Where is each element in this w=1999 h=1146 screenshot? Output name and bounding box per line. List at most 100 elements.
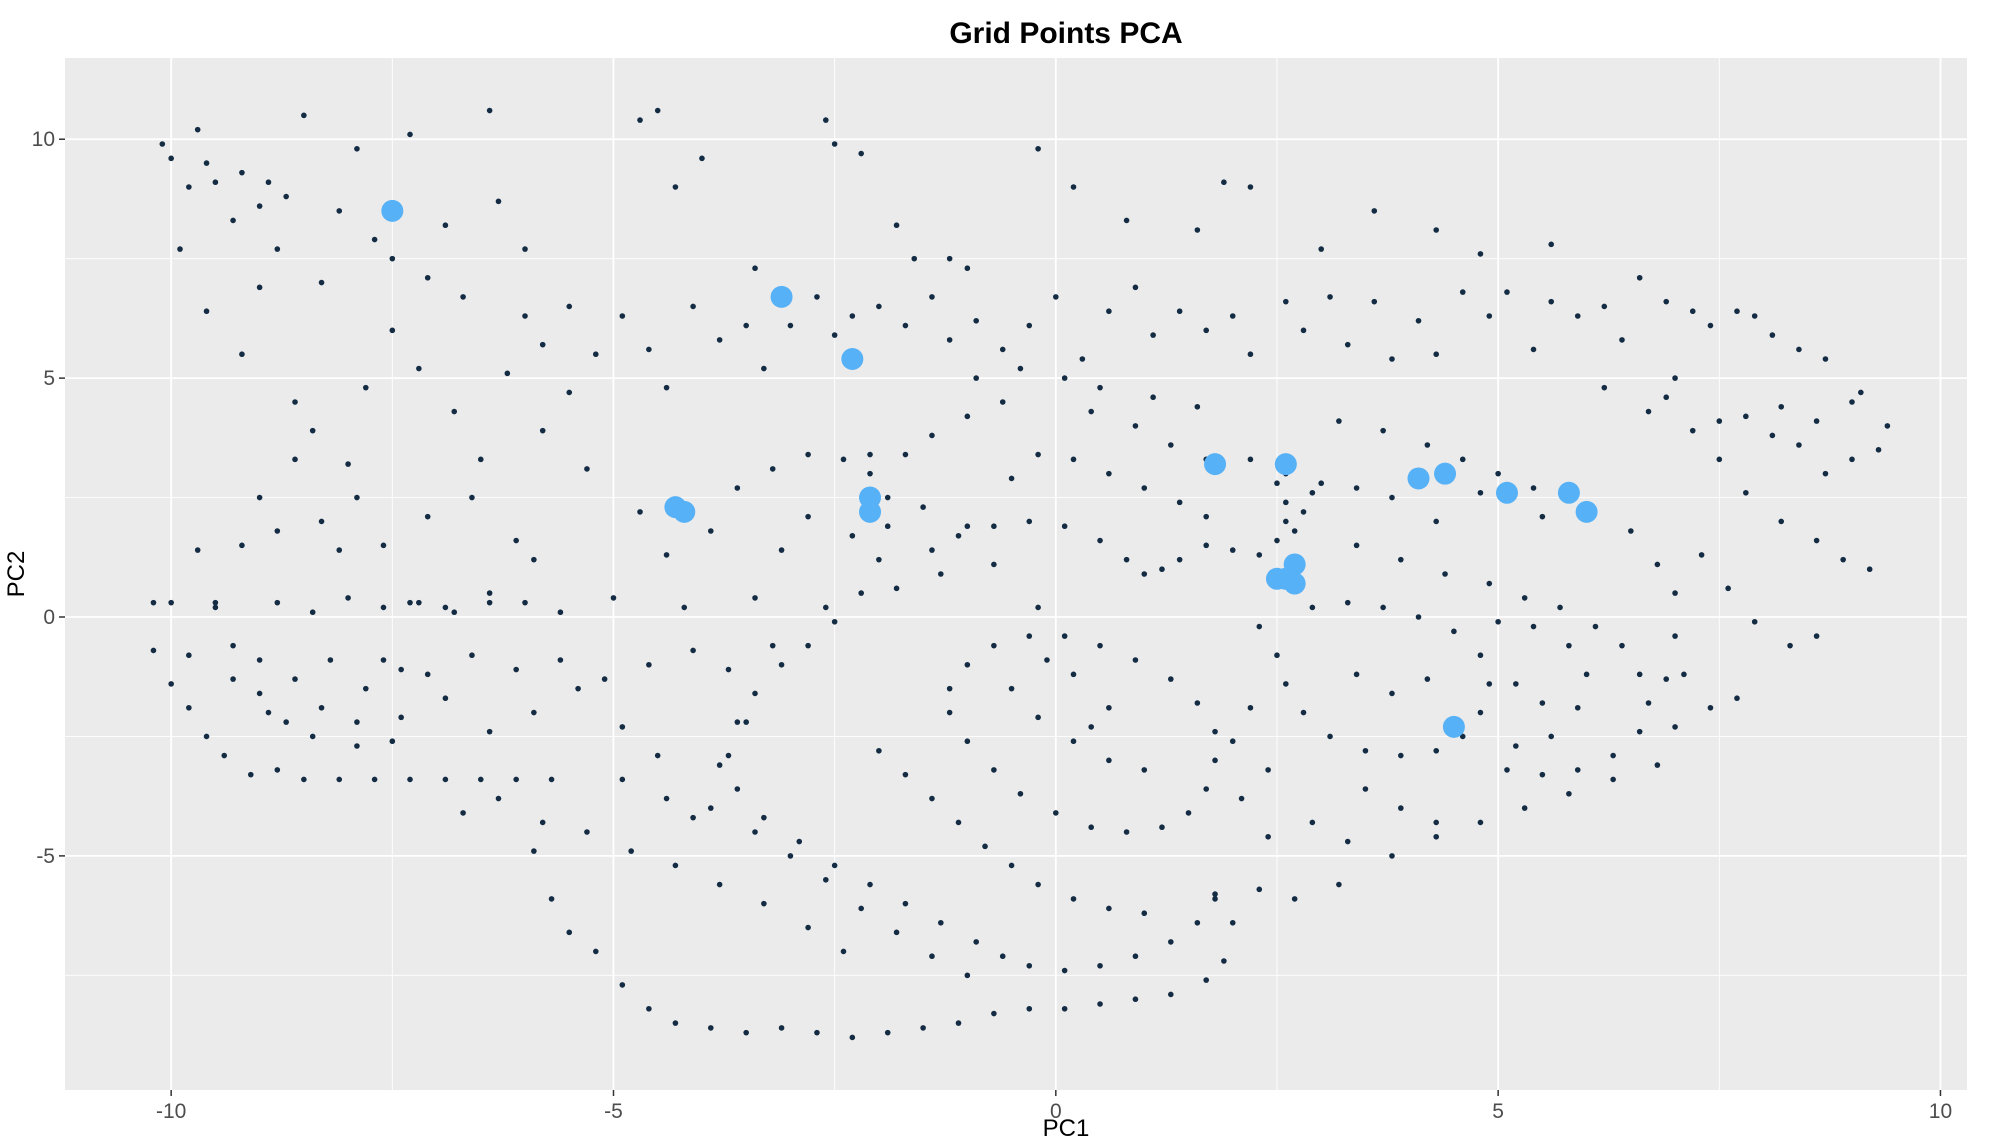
- scatter-point: [849, 532, 856, 539]
- scatter-point: [1610, 752, 1616, 759]
- scatter-point: [805, 924, 811, 931]
- scatter-point: [1026, 962, 1033, 969]
- scatter-point: [1176, 556, 1183, 563]
- scatter-point: [761, 365, 767, 372]
- scatter-point: [823, 876, 829, 883]
- scatter-point: [1229, 547, 1236, 553]
- scatter-point: [920, 504, 926, 510]
- scatter-point: [884, 1029, 891, 1036]
- scatter-point: [867, 451, 873, 458]
- scatter-point: [424, 671, 431, 678]
- scatter-point: [1247, 704, 1254, 711]
- scatter-point: [345, 595, 351, 601]
- scatter-point: [991, 561, 997, 568]
- scatter-point: [1495, 470, 1501, 477]
- scatter-point: [1398, 556, 1404, 563]
- scatter-point: [336, 776, 343, 783]
- scatter-point: [566, 929, 573, 936]
- scatter-point: [1424, 676, 1431, 682]
- scatter-point: [1574, 767, 1581, 773]
- scatter-point: [531, 556, 537, 563]
- scatter-point: [1813, 537, 1820, 544]
- scatter-point: [1079, 356, 1086, 362]
- scatter-point: [1389, 853, 1395, 859]
- scatter-point: [1548, 733, 1555, 740]
- highlight-point: [1204, 453, 1227, 476]
- scatter-point: [805, 451, 811, 458]
- scatter-point: [964, 972, 971, 979]
- scatter-point: [752, 690, 758, 697]
- scatter-point: [1247, 184, 1254, 190]
- scatter-point: [194, 126, 201, 133]
- scatter-point: [1734, 308, 1740, 315]
- scatter-point: [203, 160, 210, 166]
- scatter-point: [973, 317, 979, 324]
- scatter-point: [1309, 604, 1316, 611]
- scatter-point: [876, 747, 882, 754]
- scatter-point: [548, 896, 555, 902]
- scatter-point: [230, 676, 236, 682]
- scatter-point: [1097, 1001, 1103, 1007]
- scatter-point: [1681, 671, 1687, 678]
- scatter-point: [424, 513, 431, 520]
- scatter-point: [1424, 442, 1431, 448]
- scatter-point: [1725, 585, 1731, 592]
- scatter-point: [1539, 513, 1546, 520]
- scatter-point: [1398, 805, 1404, 811]
- scatter-point: [831, 862, 838, 869]
- scatter-point: [761, 900, 767, 907]
- scatter-point: [1141, 910, 1148, 917]
- scatter-point: [1008, 685, 1015, 692]
- scatter-point: [1486, 313, 1493, 319]
- scatter-point: [1796, 346, 1802, 353]
- scatter-point: [628, 848, 634, 854]
- scatter-point: [796, 838, 803, 845]
- scatter-point: [548, 776, 555, 783]
- x-tick-label: -10: [156, 1100, 186, 1123]
- scatter-point: [168, 681, 174, 687]
- scatter-point: [1645, 408, 1652, 415]
- scatter-point: [1521, 595, 1528, 601]
- scatter-point: [256, 284, 263, 291]
- scatter-point: [1734, 695, 1740, 702]
- scatter-point: [1061, 523, 1068, 530]
- scatter-point: [1061, 967, 1068, 974]
- scatter-point: [1539, 771, 1546, 778]
- scatter-point: [354, 145, 360, 152]
- scatter-point: [265, 179, 272, 186]
- scatter-point: [1751, 313, 1758, 319]
- scatter-point: [1451, 628, 1457, 635]
- scatter-point: [1716, 418, 1723, 424]
- scatter-point: [256, 690, 263, 697]
- scatter-point: [619, 313, 626, 319]
- scatter-point: [442, 604, 449, 611]
- scatter-point: [716, 762, 723, 768]
- scatter-point: [354, 743, 360, 749]
- scatter-point: [619, 776, 626, 783]
- scatter-point: [486, 590, 493, 596]
- scatter-point: [389, 738, 396, 745]
- scatter-point: [1459, 456, 1466, 463]
- scatter-point: [1159, 824, 1165, 831]
- scatter-point: [584, 829, 590, 835]
- scatter-point: [1495, 618, 1501, 625]
- scatter-point: [1433, 833, 1440, 840]
- scatter-point: [1849, 399, 1855, 405]
- scatter-point: [1521, 805, 1528, 811]
- scatter-point: [1778, 403, 1785, 410]
- scatter-point: [1884, 423, 1891, 429]
- scatter-point: [1344, 599, 1351, 606]
- scatter-point: [1132, 284, 1139, 291]
- scatter-point: [301, 112, 307, 119]
- scatter-point: [1061, 633, 1068, 639]
- scatter-point: [1486, 681, 1493, 687]
- scatter-point: [1663, 394, 1670, 401]
- scatter-point: [601, 676, 608, 682]
- scatter-point: [557, 657, 564, 663]
- scatter-point: [1751, 618, 1758, 625]
- x-axis-title: PC1: [1043, 1115, 1090, 1142]
- scatter-point: [1141, 767, 1148, 773]
- scatter-point: [531, 709, 537, 716]
- scatter-point: [929, 795, 935, 802]
